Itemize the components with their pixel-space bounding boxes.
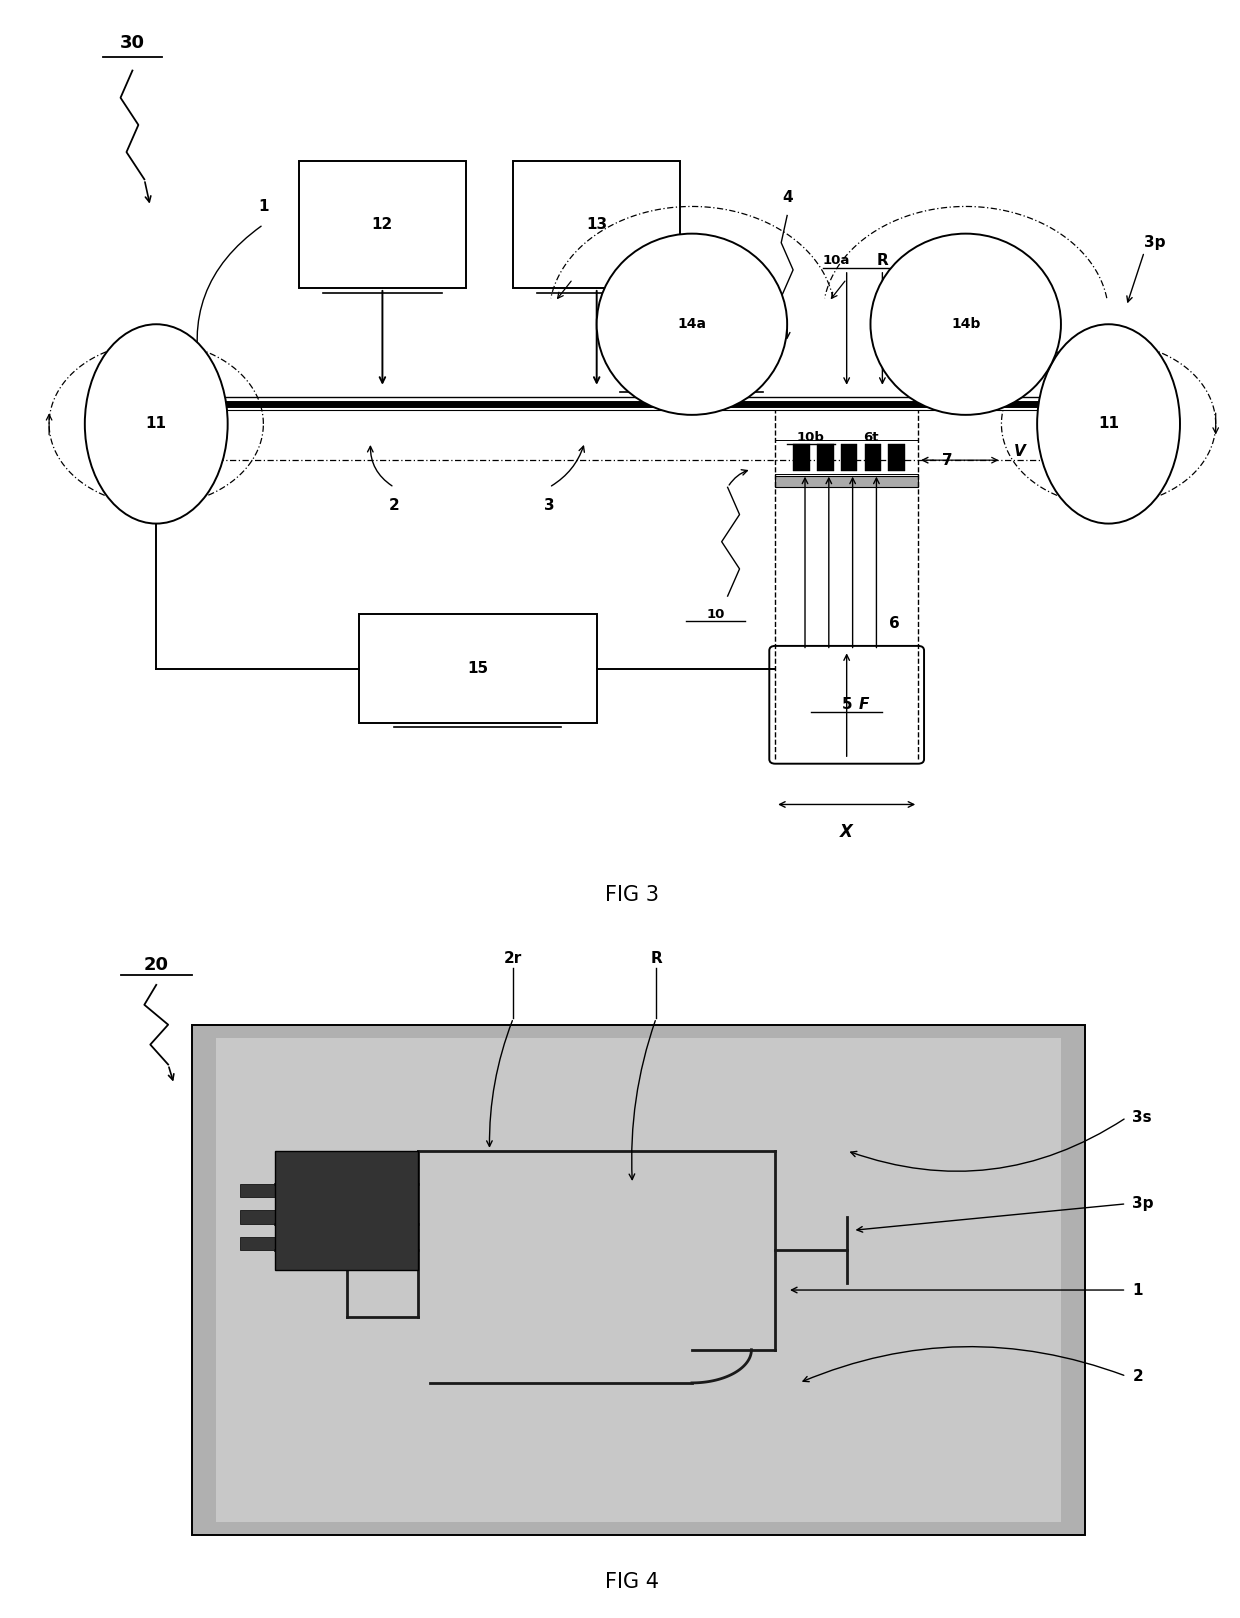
- FancyBboxPatch shape: [769, 646, 924, 764]
- Ellipse shape: [870, 233, 1061, 414]
- Text: 30: 30: [120, 34, 145, 52]
- Bar: [358, 615, 596, 723]
- Text: R: R: [650, 951, 662, 966]
- Text: 4: 4: [782, 189, 792, 205]
- Text: 10: 10: [707, 608, 725, 621]
- Bar: [239, 1210, 275, 1223]
- Text: 7: 7: [942, 453, 952, 468]
- Text: FIG 4: FIG 4: [605, 1573, 660, 1592]
- Text: FIG 3: FIG 3: [605, 885, 660, 904]
- Text: 14a: 14a: [677, 317, 707, 332]
- Bar: [775, 476, 918, 487]
- Text: 11: 11: [146, 416, 166, 432]
- Text: 2: 2: [389, 498, 399, 513]
- Text: 10a: 10a: [615, 345, 642, 358]
- Text: 14b: 14b: [951, 317, 981, 332]
- Text: 3: 3: [544, 498, 554, 513]
- Bar: [275, 1150, 418, 1270]
- Text: 1: 1: [1132, 1283, 1143, 1298]
- Text: 6t: 6t: [863, 430, 878, 443]
- Ellipse shape: [84, 324, 228, 524]
- Bar: [192, 1024, 1085, 1535]
- Bar: [841, 443, 857, 471]
- Text: 12: 12: [372, 217, 393, 231]
- Text: F: F: [858, 697, 869, 712]
- Text: 15: 15: [467, 662, 489, 676]
- Bar: [817, 443, 833, 471]
- Text: 6: 6: [889, 616, 900, 631]
- Text: 5: 5: [842, 697, 852, 712]
- Text: 20: 20: [144, 956, 169, 974]
- Bar: [864, 443, 882, 471]
- Text: 2r: 2r: [505, 951, 522, 966]
- Text: 1: 1: [258, 199, 269, 214]
- Text: 3p: 3p: [1145, 235, 1166, 251]
- Text: V: V: [1013, 443, 1025, 458]
- Bar: [888, 443, 905, 471]
- Text: 3s: 3s: [1132, 1110, 1152, 1125]
- Bar: [239, 1184, 275, 1197]
- Text: R: R: [877, 254, 888, 269]
- Bar: [239, 1236, 275, 1251]
- Text: X: X: [841, 822, 853, 841]
- Bar: [513, 162, 680, 288]
- Text: 11: 11: [1099, 416, 1118, 432]
- Ellipse shape: [596, 233, 787, 414]
- Bar: [794, 443, 810, 471]
- Text: 13: 13: [587, 217, 608, 231]
- Text: 2: 2: [1132, 1369, 1143, 1383]
- Text: 10a: 10a: [823, 254, 851, 267]
- Text: 3p: 3p: [1132, 1196, 1154, 1212]
- Bar: [299, 162, 466, 288]
- Text: 10b: 10b: [797, 430, 825, 443]
- Bar: [216, 1039, 1061, 1523]
- Ellipse shape: [1037, 324, 1180, 524]
